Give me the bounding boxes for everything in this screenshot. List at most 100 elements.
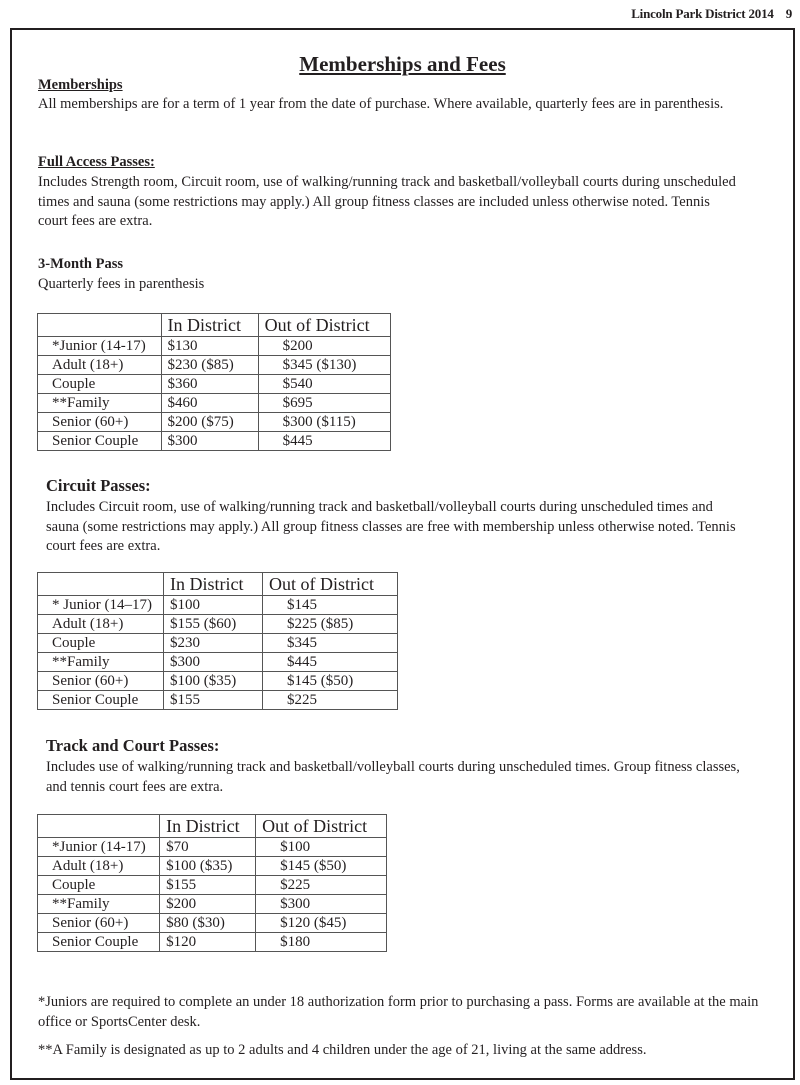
circuit-heading: Circuit Passes: [46,476,151,495]
page-title: Memberships and Fees [299,52,506,76]
table-cell: Couple [37,374,162,394]
table-cell: Couple [36,875,161,895]
table-cell: $180 [255,932,387,952]
table-cell: $120 ($45) [255,913,387,933]
table-cell: $145 ($50) [255,856,387,876]
table-cell: $300 [255,894,387,914]
table-cell: Senior (60+) [37,671,164,691]
memberships-text: All memberships are for a term of 1 year… [38,96,724,112]
table-cell: Adult (18+) [37,355,162,375]
table-cell: $225 ($85) [261,614,399,634]
column-header: Out of District [255,814,387,838]
table-cell: $300 ($115) [257,412,392,432]
table-cell: Adult (18+) [36,856,161,876]
page-number: 9 [785,6,793,21]
table-cell: $460 [160,393,259,413]
junior-note: *Juniors are required to complete an und… [38,994,759,1030]
circuit-text: Includes Circuit room, use of walking/ru… [46,499,736,554]
table-row: Senior (60+) $100 ($35) $145 ($50) [37,671,399,691]
table-row: Couple $230 $345 [37,633,399,653]
table-cell: Senior (60+) [37,412,162,432]
table-cell: $445 [257,431,392,451]
table-cell: $100 [163,595,263,615]
table-row: *Junior (14-17) $70 $100 [36,837,387,857]
table-cell: $540 [257,374,392,394]
table-cell: $695 [257,393,392,413]
full-access-heading: Full Access Passes: [38,154,155,170]
table-row: Senior Couple $300 $445 [37,431,392,451]
table-cell: $155 [159,875,257,895]
memberships-heading: Memberships [38,77,123,93]
header-row: In District Out of District [37,313,392,337]
table-row: Couple $360 $540 [37,374,392,394]
table-row: **Family $200 $300 [36,894,387,914]
table-cell: $145 [261,595,399,615]
table-cell: **Family [37,652,164,672]
table-cell: **Family [37,393,162,413]
column-header: In District [159,814,257,838]
column-header [37,572,164,596]
column-header: In District [163,572,263,596]
table-cell: $120 [159,932,257,952]
table-row: Senior (60+) $80 ($30) $120 ($45) [36,913,387,933]
table-cell: $445 [261,652,399,672]
table-cell: $230 [163,633,263,653]
table-cell: $200 ($75) [160,412,259,432]
table-cell: $225 [255,875,387,895]
header-row: In District Out of District [36,814,387,838]
column-header: Out of District [261,572,399,596]
table-row: * Junior (14–17) $100 $145 [37,595,399,615]
table-row: **Family $460 $695 [37,393,392,413]
table-cell: Adult (18+) [37,614,164,634]
table-cell: $200 [257,336,392,356]
table-cell: $230 ($85) [160,355,259,375]
track-text: Includes use of walking/running track an… [46,759,740,795]
table-cell: $80 ($30) [159,913,257,933]
table-cell: $100 ($35) [159,856,257,876]
table-cell: *Junior (14-17) [37,336,162,356]
table-row: Senior Couple $155 $225 [37,690,399,710]
header-row: In District Out of District [37,572,399,596]
three-month-heading: 3-Month Pass [38,256,123,272]
running-header: Lincoln Park District 2014 9 [631,6,792,22]
three-month-text: Quarterly fees in parenthesis [38,276,205,292]
table-cell: $145 ($50) [261,671,399,691]
table-row: Senior (60+) $200 ($75) $300 ($115) [37,412,392,432]
table-cell: $100 [255,837,387,857]
table-cell: **Family [36,894,161,914]
table-cell: $155 ($60) [163,614,263,634]
table-cell: *Junior (14-17) [36,837,161,857]
table-cell: $345 [261,633,399,653]
table-cell: $200 [159,894,257,914]
content-frame: Memberships and Fees Memberships All mem… [10,28,795,1080]
table-cell: $300 [160,431,259,451]
table-cell: $360 [160,374,259,394]
track-heading: Track and Court Passes: [46,736,220,755]
table-row: Adult (18+) $100 ($35) $145 ($50) [36,856,387,876]
column-header: Out of District [257,313,392,337]
header-title: Lincoln Park District 2014 [631,6,774,21]
table-cell: $345 ($130) [257,355,392,375]
table-cell: $100 ($35) [163,671,263,691]
column-header [36,814,161,838]
three-month-fee-table: In District Out of District *Junior (14-17… [37,313,392,451]
table-row: Senior Couple $120 $180 [36,932,387,952]
table-row: Couple $155 $225 [36,875,387,895]
table-cell: Senior Couple [37,431,162,451]
full-access-text: Includes Strength room, Circuit room, us… [38,174,736,229]
column-header: In District [160,313,259,337]
track-fee-table: In District Out of District *Junior (14-17… [36,814,387,952]
table-cell: $300 [163,652,263,672]
table-cell: Senior Couple [37,690,164,710]
table-cell: $130 [160,336,259,356]
table-cell: $70 [159,837,257,857]
table-cell: $225 [261,690,399,710]
table-row: Adult (18+) $230 ($85) $345 ($130) [37,355,392,375]
family-note: **A Family is designated as up to 2 adul… [38,1042,647,1058]
table-cell: Couple [37,633,164,653]
table-cell: $155 [163,690,263,710]
column-header [37,313,162,337]
table-row: Adult (18+) $155 ($60) $225 ($85) [37,614,399,634]
table-cell: Senior Couple [36,932,161,952]
circuit-fee-table: In District Out of District * Junior (14–1… [37,572,399,710]
